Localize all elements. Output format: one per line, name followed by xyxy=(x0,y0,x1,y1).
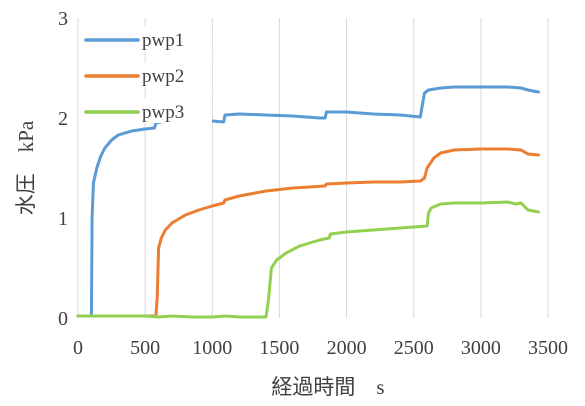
x-tick-label: 1000 xyxy=(192,337,232,359)
x-tick-label: 0 xyxy=(73,337,83,359)
legend-label: pwp1 xyxy=(142,30,184,51)
legend: pwp1 pwp2 pwp3 xyxy=(82,27,212,123)
legend-item-pwp1: pwp1 xyxy=(82,27,212,51)
x-tick-label: 2000 xyxy=(327,337,367,359)
y-tick-label: 1 xyxy=(58,208,68,230)
series-line-pwp1 xyxy=(76,85,541,318)
x-tick-label: 2500 xyxy=(394,337,434,359)
y-tick-label: 3 xyxy=(58,8,68,30)
legend-label: pwp3 xyxy=(142,102,184,123)
tick-layer: 0 500 1000 1500 2000 2500 3000 3500 0 1 2 3 xyxy=(58,8,568,359)
x-tick-label: 3000 xyxy=(461,337,501,359)
y-tick-label: 0 xyxy=(58,308,68,330)
legend-item-pwp2: pwp2 xyxy=(82,63,212,87)
legend-label: pwp2 xyxy=(142,66,184,87)
series-line-pwp3 xyxy=(76,200,541,319)
series-line-pwp2 xyxy=(76,147,541,318)
y-axis-label: 水圧 kPa xyxy=(14,120,38,215)
y-tick-label: 2 xyxy=(58,108,68,130)
x-tick-label: 500 xyxy=(130,337,160,359)
x-tick-label: 1500 xyxy=(259,337,299,359)
series-layer xyxy=(76,85,541,319)
legend-item-pwp3: pwp3 xyxy=(82,99,212,123)
x-axis-label: 経過時間 s xyxy=(271,375,384,399)
x-tick-label: 3500 xyxy=(528,337,568,359)
